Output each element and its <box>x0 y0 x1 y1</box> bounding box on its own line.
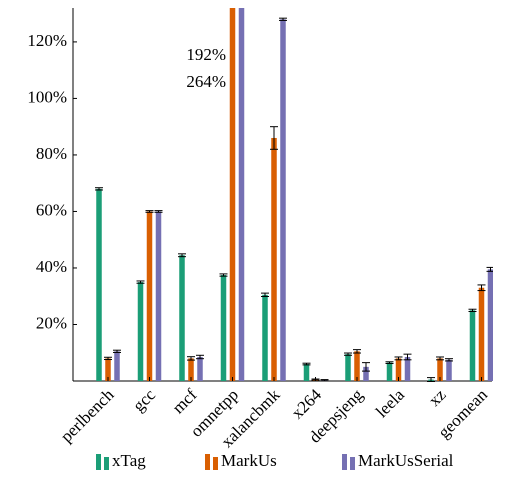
x-tick-label: xz <box>425 385 450 410</box>
bar <box>478 287 485 381</box>
bar <box>395 358 402 381</box>
error-bar <box>477 284 486 292</box>
y-tick-label: 40% <box>36 257 67 276</box>
error-bar <box>468 308 477 312</box>
bar <box>179 255 185 381</box>
error-bar <box>95 187 103 191</box>
error-bar <box>279 17 287 21</box>
bar <box>96 188 102 381</box>
error-bar <box>320 379 329 382</box>
error-bar <box>344 352 352 356</box>
bar <box>446 359 452 381</box>
x-tick-label: mcf <box>168 385 200 417</box>
error-bar <box>113 349 121 353</box>
error-bar <box>219 273 228 277</box>
y-tick-label: 100% <box>27 87 67 106</box>
bar <box>105 358 111 381</box>
y-tick-label: 120% <box>27 31 67 50</box>
bar <box>188 358 194 381</box>
error-bar <box>187 356 195 361</box>
legend-label: MarkUsSerial <box>358 451 454 470</box>
bar <box>354 351 360 381</box>
bar <box>303 364 310 381</box>
bar <box>363 366 369 381</box>
error-bar <box>145 210 154 213</box>
error-bar <box>196 354 204 360</box>
bar <box>487 269 493 381</box>
bar <box>437 358 443 381</box>
error-bar <box>270 126 278 150</box>
legend-swatch <box>213 457 218 470</box>
error-bar <box>362 362 370 372</box>
bar <box>238 8 245 381</box>
x-tick-label: perlbench <box>57 385 118 446</box>
error-bar <box>403 353 412 361</box>
error-bar <box>436 356 444 361</box>
error-bar <box>427 377 435 382</box>
error-bar <box>261 292 269 298</box>
error-bar <box>136 280 145 284</box>
bar <box>262 294 268 381</box>
legend-swatch <box>342 454 347 470</box>
bar <box>345 354 351 381</box>
x-tick-label: gcc <box>129 385 159 415</box>
annotation: 192% <box>186 45 226 64</box>
bar <box>146 211 153 381</box>
bar <box>137 282 144 381</box>
y-tick-label: 80% <box>36 144 67 163</box>
legend-swatch <box>350 457 355 470</box>
error-bar <box>445 358 453 362</box>
error-bar <box>104 356 112 361</box>
error-bar <box>178 253 186 258</box>
annotation: 264% <box>186 72 226 91</box>
error-bar <box>353 349 361 354</box>
x-tick-label: x264 <box>288 385 326 423</box>
y-tick-label: 20% <box>36 313 67 332</box>
bar <box>197 356 203 381</box>
legend-swatch <box>104 457 109 470</box>
plot-area <box>95 8 493 382</box>
bar <box>386 362 393 381</box>
x-tick-label: leela <box>372 385 408 421</box>
bar <box>220 275 227 381</box>
error-bar <box>385 361 394 364</box>
legend-swatch <box>205 454 210 470</box>
legend-swatch <box>96 454 101 470</box>
bar <box>271 137 277 381</box>
legend-label: MarkUs <box>221 451 277 470</box>
bar <box>155 211 162 381</box>
error-bar <box>486 266 493 272</box>
bar <box>404 356 411 381</box>
bar <box>114 351 120 381</box>
y-tick-label: 60% <box>36 200 67 219</box>
error-bar <box>302 362 311 366</box>
bar <box>229 8 236 382</box>
error-bar <box>394 356 403 361</box>
bar <box>280 19 286 381</box>
bar <box>469 310 476 381</box>
error-bar <box>154 210 163 213</box>
legend-label: xTag <box>112 451 146 470</box>
